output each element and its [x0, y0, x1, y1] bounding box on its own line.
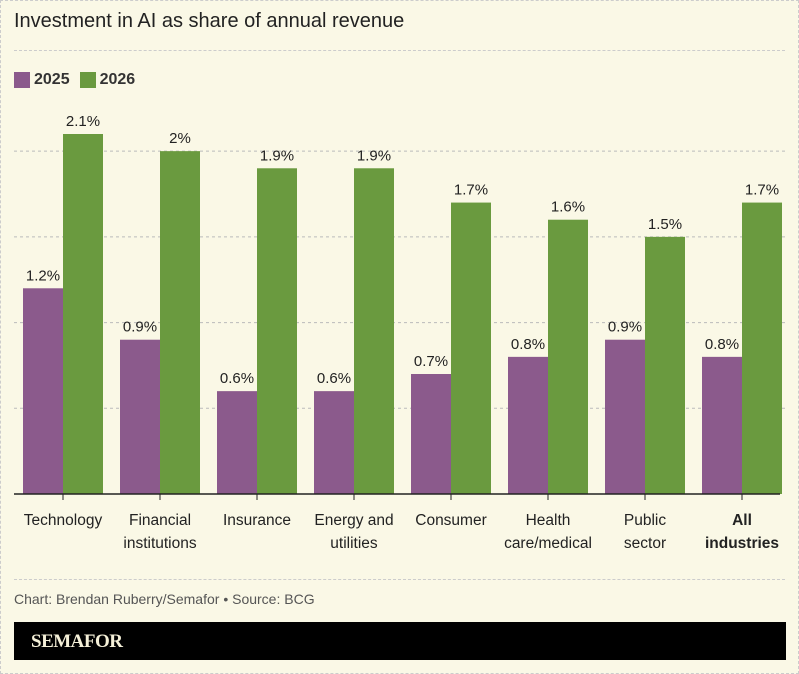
- data-label: 0.6%: [317, 370, 351, 387]
- data-label: 0.6%: [220, 370, 254, 387]
- category-label: industries: [705, 535, 779, 552]
- bar-2026: [645, 236, 685, 494]
- category-label: care/medical: [504, 535, 592, 552]
- bar-2026: [742, 202, 782, 495]
- data-label: 1.7%: [745, 182, 779, 199]
- data-label: 1.5%: [648, 216, 682, 233]
- data-label: 1.2%: [26, 267, 60, 284]
- data-label: 0.8%: [511, 336, 545, 353]
- bar-2026: [160, 151, 200, 494]
- category-label: Energy and: [314, 512, 393, 529]
- data-label: 0.7%: [414, 353, 448, 370]
- legend-label: 2025: [34, 71, 70, 88]
- data-label: 1.6%: [551, 199, 585, 216]
- data-label: 0.9%: [608, 319, 642, 336]
- bar-2026: [451, 202, 491, 495]
- bar-2026: [354, 168, 394, 495]
- data-label: 2.1%: [66, 113, 100, 130]
- data-label: 1.9%: [357, 147, 391, 164]
- category-label: Financial: [129, 512, 191, 529]
- legend-swatch: [79, 72, 96, 88]
- category-label: Technology: [24, 512, 103, 529]
- data-label: 0.9%: [123, 319, 157, 336]
- category-label: utilities: [330, 535, 378, 552]
- category-label: Consumer: [415, 512, 487, 529]
- data-label: 0.8%: [705, 336, 739, 353]
- source-credit: Chart: Brendan Ruberry/Semafor • Source:…: [14, 591, 315, 607]
- data-label: 1.9%: [260, 147, 294, 164]
- semafor-logo: SEMAFOR: [31, 631, 123, 652]
- bar-2026: [548, 219, 588, 494]
- bar-2025: [605, 339, 645, 494]
- category-label: Public: [624, 512, 666, 529]
- chart-title: Investment in AI as share of annual reve…: [14, 10, 405, 32]
- data-label: 2%: [169, 130, 191, 147]
- bar-2025: [508, 356, 548, 494]
- bar-2026: [257, 168, 297, 495]
- bar-2025: [314, 391, 354, 494]
- plot-area: 1.2% 2.1% Technology 0.9% 2% Financial institu…: [14, 113, 785, 552]
- legend-label: 2026: [99, 71, 136, 88]
- legend-item-2026: 2026: [79, 71, 136, 89]
- category-label: Insurance: [223, 512, 291, 529]
- category-label: sector: [624, 535, 666, 552]
- legend: 2025 2026: [14, 71, 135, 89]
- bar-2025: [217, 391, 257, 494]
- divider: [14, 579, 785, 580]
- bar-2025: [411, 374, 451, 494]
- category-label: Health: [526, 512, 571, 529]
- category-label: institutions: [123, 535, 196, 552]
- data-label: 1.7%: [454, 182, 488, 199]
- legend-swatch: [14, 72, 30, 88]
- bar-2026: [63, 134, 103, 494]
- legend-item-2025: 2025: [14, 71, 70, 89]
- brand-bar: SEMAFOR: [14, 622, 786, 660]
- bar-2025: [120, 339, 160, 494]
- category-label: All: [732, 512, 752, 529]
- divider: [14, 50, 785, 51]
- bar-2025: [702, 356, 742, 494]
- bar-2025: [23, 288, 63, 494]
